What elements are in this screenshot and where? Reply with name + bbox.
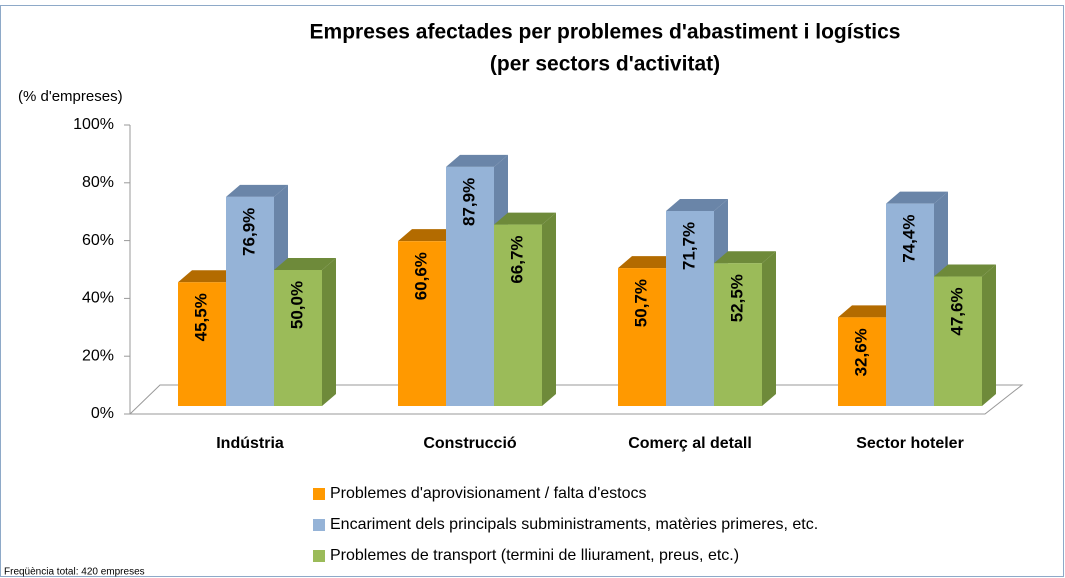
x-tick-label: Indústria [216, 435, 284, 452]
bar-top [446, 154, 508, 167]
legend-swatch [313, 519, 325, 531]
data-label: 47,6% [947, 287, 966, 335]
data-label: 32,6% [851, 328, 870, 376]
bar [934, 276, 982, 406]
legend-swatch [313, 550, 325, 562]
bar [714, 263, 762, 406]
bar-top [666, 198, 728, 211]
data-label: 66,7% [507, 235, 526, 283]
x-tick-label: Comerç al detall [628, 435, 752, 452]
bar [178, 282, 226, 406]
bar [226, 196, 274, 406]
y-tick-label: 20% [82, 347, 114, 364]
bar [618, 268, 666, 406]
data-label: 50,0% [287, 281, 306, 329]
bar-top [886, 191, 948, 204]
bar [666, 210, 714, 406]
bar-top [274, 258, 336, 270]
bar-top [398, 229, 460, 242]
data-label: 50,7% [631, 279, 650, 327]
data-label: 45,5% [191, 293, 210, 341]
y-tick-label: 60% [82, 232, 114, 249]
data-label: 74,4% [899, 215, 918, 263]
y-tick-label: 80% [82, 174, 114, 191]
y-tick-label: 0% [91, 405, 114, 422]
y-tick-label: 100% [73, 116, 114, 133]
y-axis-label: (% d'empreses) [18, 88, 123, 105]
bar-top [494, 212, 556, 225]
bar [886, 203, 934, 406]
bar-top [838, 305, 900, 318]
bar-side [762, 251, 776, 406]
bar-top [934, 264, 996, 277]
legend-label: Problemes d'aprovisionament / falta d'es… [330, 485, 647, 502]
legend-label: Problemes de transport (termini de lliur… [330, 547, 739, 564]
legend-label: Encariment dels principals subministrame… [330, 516, 818, 533]
data-label: 71,7% [679, 222, 698, 270]
bar [494, 224, 542, 406]
data-label: 60,6% [411, 252, 430, 300]
bar [838, 317, 886, 406]
x-tick-label: Construcció [423, 435, 517, 452]
bar [398, 241, 446, 406]
bar [274, 270, 322, 406]
chart-subtitle: (per sectors d'activitat) [490, 53, 720, 76]
bar-top [618, 256, 680, 269]
bar-top [178, 270, 240, 283]
chart-title: Empreses afectades per problemes d'abast… [310, 21, 901, 44]
footnote: Freqüència total: 420 empreses [4, 567, 145, 578]
bar-side [542, 212, 556, 406]
floor [128, 384, 1024, 415]
bar-top [226, 184, 288, 197]
legend-swatch [313, 488, 325, 500]
bar [446, 166, 494, 406]
data-label: 76,9% [239, 208, 258, 256]
bar-top [714, 251, 776, 264]
y-tick-label: 40% [82, 290, 114, 307]
bar-side [982, 264, 996, 406]
data-label: 52,5% [727, 274, 746, 322]
bar-side [322, 258, 336, 406]
x-tick-label: Sector hoteler [856, 435, 964, 452]
data-label: 87,9% [459, 178, 478, 226]
